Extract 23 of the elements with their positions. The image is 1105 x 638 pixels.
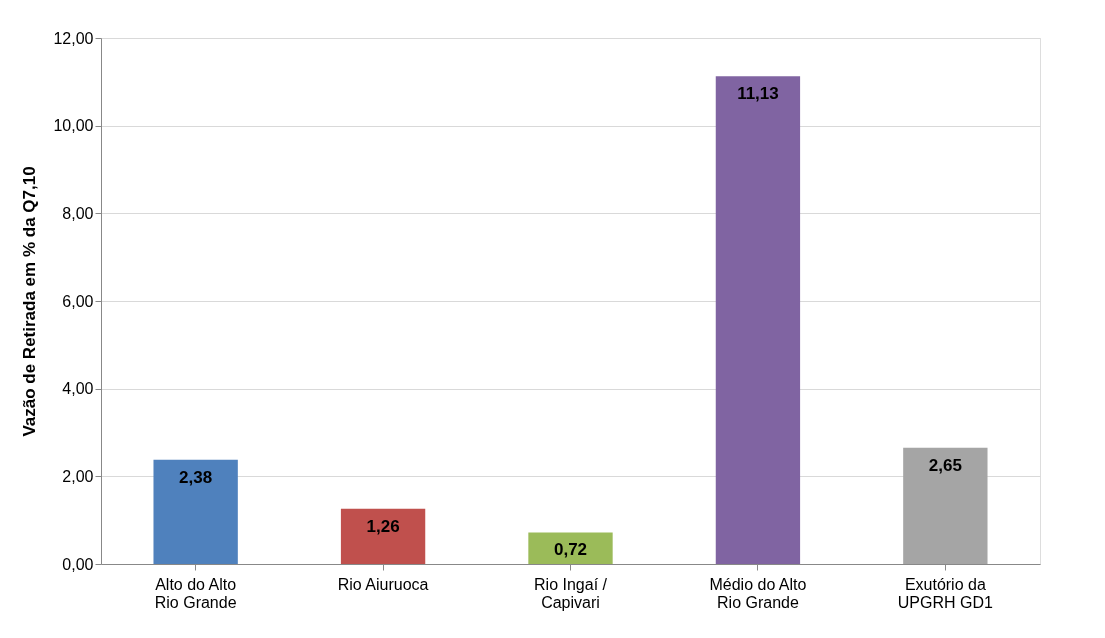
bar	[340, 508, 426, 564]
data-label: 0,72	[553, 540, 588, 560]
y-tick-label: 0,00	[62, 555, 94, 573]
x-tick-label: Rio Ingaí / Capivari	[534, 575, 608, 611]
y-tick-label: 12,00	[53, 29, 94, 47]
x-tick-label: Rio Aiuruoca	[337, 575, 429, 593]
bar	[528, 532, 613, 564]
bar	[715, 76, 801, 564]
data-label: 2,38	[179, 467, 213, 487]
y-tick-label: 2,00	[62, 467, 94, 485]
y-tick-label: 4,00	[62, 380, 94, 398]
bar	[903, 447, 988, 564]
x-tick-label: Médio do Alto Rio Grande	[709, 575, 807, 611]
y-tick-label: 8,00	[62, 204, 94, 222]
y-tick-label: 10,00	[53, 117, 94, 135]
bar	[153, 459, 238, 564]
data-label: 2,65	[928, 455, 962, 475]
y-axis-title: Vazão de Retirada em % da Q7,10	[20, 166, 40, 437]
x-tick-label: Exutório da UPGRH GD1	[897, 575, 994, 611]
x-tick-label: Alto do Alto Rio Grande	[154, 575, 237, 611]
y-tick-label: 6,00	[62, 292, 94, 310]
data-label: 11,13	[737, 84, 779, 104]
data-label: 1,26	[366, 516, 400, 536]
